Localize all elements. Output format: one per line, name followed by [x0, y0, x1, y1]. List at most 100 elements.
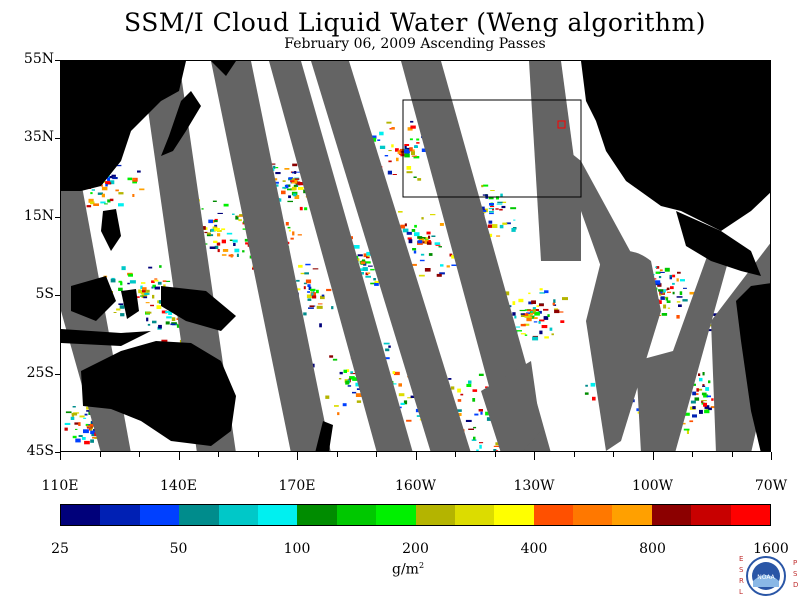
x-tick-label: 110E: [41, 478, 79, 494]
cloud-pixel: [288, 177, 294, 180]
cloud-pixel: [479, 442, 484, 444]
cloud-pixel: [139, 188, 145, 191]
colorbar-swatch: [376, 505, 416, 525]
cloud-pixel: [118, 192, 124, 195]
cloud-pixel: [307, 284, 311, 287]
cloud-pixel: [299, 206, 303, 211]
cloud-pixel: [487, 224, 493, 228]
cloud-pixel: [686, 430, 689, 434]
cloud-pixel: [115, 189, 119, 192]
cloud-pixel: [90, 439, 94, 443]
cloud-pixel: [216, 242, 221, 246]
cloud-pixel: [699, 409, 703, 414]
cloud-pixel: [492, 224, 498, 228]
x-tick: [99, 452, 101, 457]
cloud-pixel: [111, 277, 115, 280]
cloud-pixel: [590, 382, 596, 387]
cloud-pixel: [121, 266, 126, 271]
cloud-pixel: [457, 388, 461, 393]
cloud-pixel: [665, 297, 669, 301]
cloud-pixel: [303, 312, 307, 316]
cloud-pixel: [528, 292, 531, 295]
cloud-pixel: [699, 377, 703, 382]
x-tick-label: 170E: [278, 478, 316, 494]
cloud-pixel: [162, 280, 167, 282]
cloud-pixel: [332, 358, 338, 361]
cloud-pixel: [706, 329, 712, 332]
land-sulawesi: [121, 289, 139, 319]
cloud-pixel: [129, 280, 136, 284]
cloud-pixel: [672, 282, 675, 285]
cloud-pixel: [482, 209, 487, 213]
cloud-pixel: [288, 195, 291, 199]
y-tick-label: 55N: [23, 51, 54, 67]
cloud-pixel: [532, 307, 536, 310]
cloud-pixel: [514, 315, 517, 319]
cloud-pixel: [353, 245, 360, 249]
cloud-pixel: [404, 145, 407, 149]
cloud-pixel: [412, 248, 417, 251]
cloud-pixel: [480, 411, 483, 415]
cloud-pixel: [672, 274, 676, 278]
cloud-pixel: [538, 321, 541, 324]
cloud-pixel: [704, 405, 710, 409]
cloud-pixel: [661, 313, 668, 316]
cloud-pixel: [86, 205, 92, 208]
cloud-pixel: [212, 200, 217, 202]
cloud-pixel: [544, 336, 549, 339]
cloud-pixel: [281, 190, 286, 195]
cloud-pixel: [547, 314, 550, 317]
cloud-pixel: [161, 310, 168, 314]
cloud-pixel: [655, 271, 661, 274]
cloud-pixel: [676, 278, 679, 282]
cloud-pixel: [138, 289, 142, 294]
y-tick: [55, 452, 60, 453]
colorbar-swatch: [297, 505, 337, 525]
cloud-pixel: [710, 406, 716, 409]
cloud-pixel: [690, 400, 696, 404]
cloud-pixel: [334, 405, 339, 407]
cloud-pixel: [166, 316, 172, 319]
cloud-pixel: [161, 339, 168, 344]
cloud-pixel: [116, 308, 121, 311]
cloud-pixel: [282, 186, 286, 189]
cloud-pixel: [543, 308, 549, 311]
cloud-pixel: [120, 281, 123, 286]
x-tick-label: 130W: [513, 478, 555, 494]
colorbar-swatch: [218, 505, 258, 525]
cloud-pixel: [398, 393, 405, 397]
y-tick: [55, 216, 60, 218]
cloud-pixel: [539, 292, 546, 294]
cloud-pixel: [526, 317, 532, 322]
units-sup: 2: [418, 561, 425, 570]
cloud-pixel: [416, 142, 420, 144]
cloud-pixel: [407, 397, 413, 399]
cloud-pixel: [214, 245, 219, 249]
cloud-pixel: [367, 272, 371, 274]
cloud-pixel: [383, 342, 390, 345]
marker-box: [557, 120, 566, 129]
cloud-pixel: [320, 295, 325, 300]
cloud-pixel: [392, 174, 397, 175]
cloud-pixel: [74, 422, 81, 425]
swath-gap: [211, 61, 331, 451]
cloud-pixel: [368, 265, 373, 267]
cloud-pixel: [539, 303, 544, 307]
land-asia: [61, 61, 186, 191]
cloud-pixel: [532, 336, 539, 341]
cloud-pixel: [404, 223, 407, 227]
cloud-pixel: [298, 264, 303, 268]
cloud-pixel: [520, 333, 526, 335]
cloud-pixel: [708, 380, 711, 384]
y-tick: [55, 373, 60, 375]
cloud-pixel: [659, 293, 662, 296]
cloud-pixel: [496, 196, 499, 200]
cloud-pixel: [418, 274, 425, 277]
cloud-pixel: [529, 316, 533, 319]
land-japan: [161, 91, 201, 156]
cloud-pixel: [489, 210, 494, 213]
cloud-pixel: [206, 233, 211, 237]
cloud-pixel: [242, 228, 247, 230]
cloud-pixel: [105, 183, 108, 187]
